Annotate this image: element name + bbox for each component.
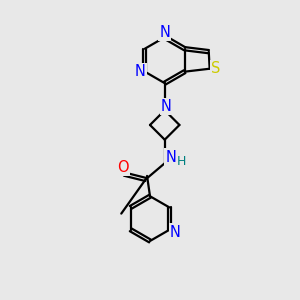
Text: N: N [135, 64, 146, 79]
Text: N: N [161, 99, 172, 114]
Text: N: N [165, 150, 176, 165]
Text: H: H [177, 155, 187, 168]
Text: O: O [117, 160, 128, 175]
Text: N: N [170, 225, 181, 240]
Text: S: S [212, 61, 221, 76]
Text: N: N [159, 25, 170, 40]
